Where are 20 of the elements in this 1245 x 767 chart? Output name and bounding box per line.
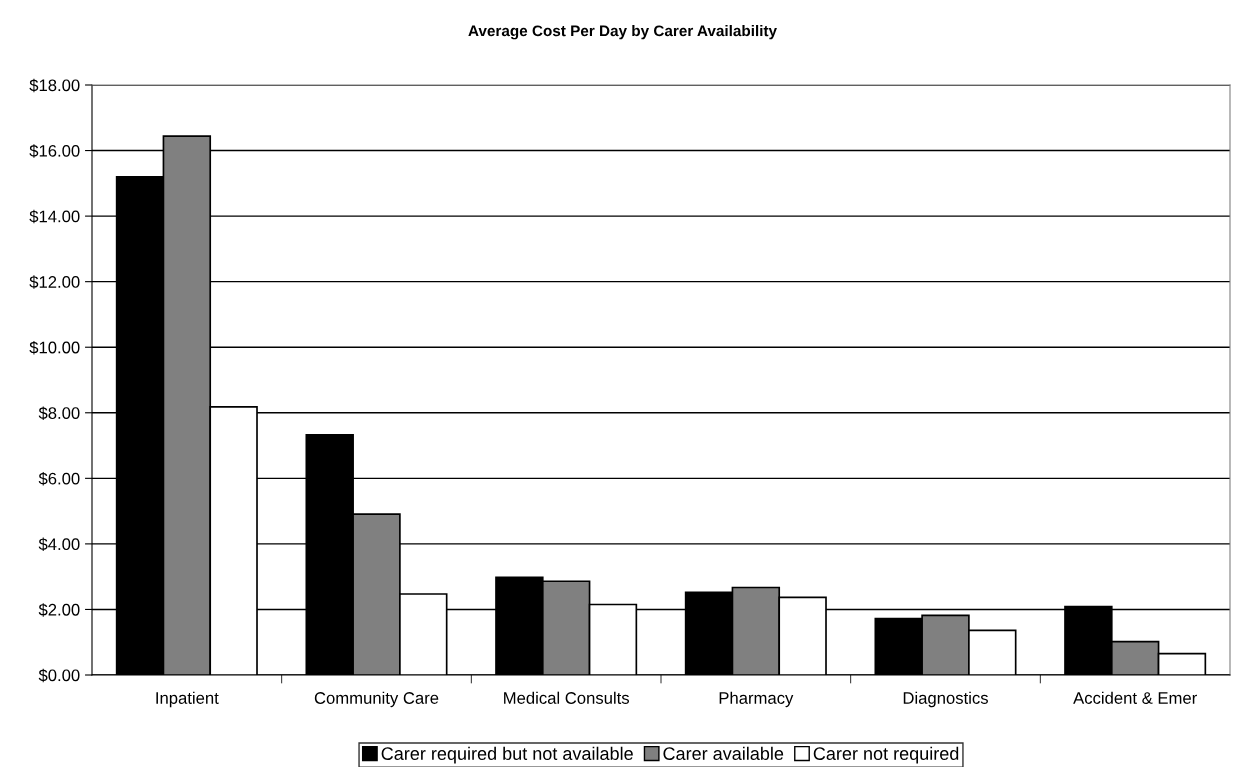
x-tick-label: Pharmacy bbox=[719, 691, 794, 708]
y-tick-label: $18.00 bbox=[29, 78, 80, 93]
y-tick-label: $4.00 bbox=[38, 537, 80, 552]
x-tick-label: Community Care bbox=[314, 691, 439, 708]
x-tick-label: Accident & Emer bbox=[1073, 691, 1197, 704]
y-tick-label: $8.00 bbox=[38, 406, 80, 420]
y-tick-label: $2.00 bbox=[38, 603, 80, 617]
y-tick-label: $6.00 bbox=[38, 472, 80, 486]
legend-label: Carer available bbox=[663, 746, 784, 760]
y-tick-label: $14.00 bbox=[29, 209, 80, 224]
y-tick-label: $10.00 bbox=[29, 340, 80, 355]
x-tick-label: Medical Consults bbox=[504, 691, 630, 704]
y-tick-label: $0.00 bbox=[38, 668, 80, 683]
x-tick-label: Diagnostics bbox=[903, 691, 988, 708]
legend-label: Carer not required bbox=[813, 746, 959, 764]
chart-title: Average Cost Per Day by Carer Availability bbox=[468, 25, 777, 40]
legend-label: Carer required but not available bbox=[381, 746, 633, 764]
y-tick-label: $16.00 bbox=[29, 144, 80, 158]
y-tick-label: $12.00 bbox=[29, 275, 80, 289]
x-tick-label: Inpatient bbox=[156, 691, 219, 708]
